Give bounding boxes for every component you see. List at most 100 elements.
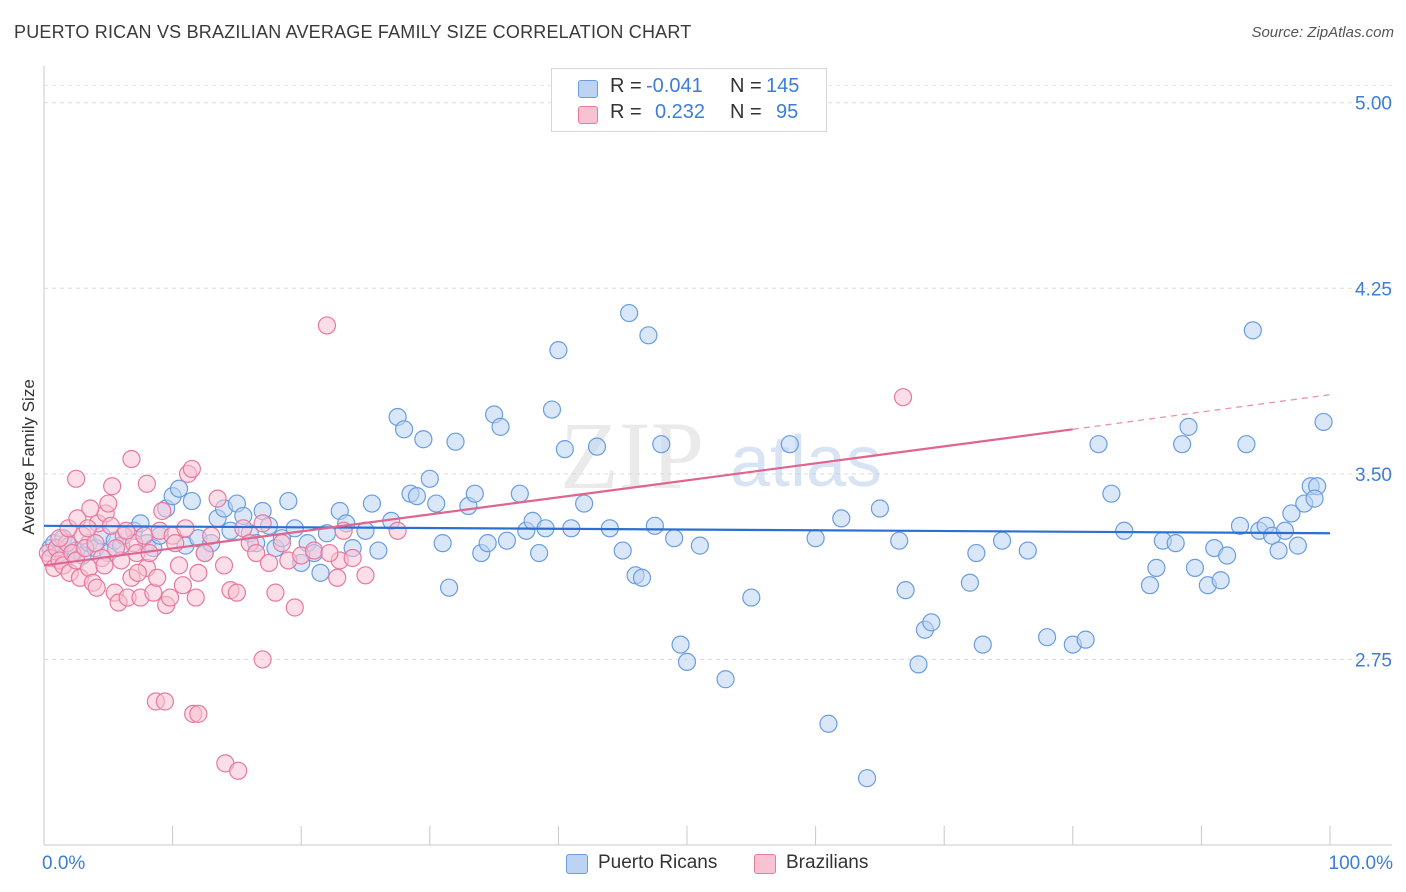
- brazilian-point: [117, 521, 136, 540]
- y-tick-label: 4.25: [1355, 279, 1392, 300]
- brazilian-point: [169, 556, 189, 575]
- puerto-rican-point: [369, 541, 388, 560]
- brazilian-point: [189, 563, 208, 582]
- puerto-rican-point: [394, 420, 414, 439]
- brazilian-point: [253, 514, 272, 533]
- brazilian-point: [214, 556, 234, 575]
- puerto-rican-point: [530, 543, 549, 563]
- puerto-rican-point: [427, 494, 446, 513]
- y-tick-label: 2.75: [1355, 650, 1392, 671]
- puerto-rican-point: [1218, 546, 1237, 565]
- brazilian-point: [173, 576, 192, 595]
- puerto-rican-point: [1269, 541, 1288, 560]
- puerto-rican-point: [575, 494, 594, 513]
- brazilian-point: [122, 449, 141, 469]
- puerto-rican-point: [1185, 558, 1205, 577]
- legend-r-label: R =: [610, 101, 642, 123]
- brazilian-point: [155, 692, 174, 711]
- puerto-rican-point: [1282, 504, 1301, 523]
- chart-title: PUERTO RICAN VS BRAZILIAN AVERAGE FAMILY…: [14, 22, 692, 42]
- puerto-rican-point: [433, 534, 452, 553]
- puerto-rican-point: [1288, 536, 1307, 555]
- puerto-rican-point: [542, 400, 562, 419]
- watermark-zip: ZIP: [560, 402, 704, 509]
- legend-swatch-blue: [566, 854, 588, 874]
- legend-swatch-blue: [578, 80, 598, 98]
- legend-r-label: R =: [610, 75, 642, 97]
- puerto-rican-point: [1076, 630, 1095, 649]
- puerto-rican-point: [465, 484, 484, 503]
- brazilian-point: [78, 519, 97, 538]
- legend-n-value: 145: [766, 75, 800, 97]
- puerto-rican-point: [973, 635, 992, 654]
- x-tick-label-max: 100.0%: [1329, 853, 1394, 874]
- puerto-rican-point: [967, 543, 986, 563]
- puerto-rican-point: [890, 531, 909, 550]
- puerto-rican-point: [311, 563, 330, 582]
- x-tick-label-min: 0.0%: [42, 853, 85, 874]
- puerto-rican-point: [439, 578, 459, 597]
- brazilian-point: [266, 583, 285, 602]
- chart-source: Source: ZipAtlas.com: [1251, 24, 1394, 41]
- puerto-rican-point: [1211, 571, 1230, 590]
- brazilian-point: [135, 526, 154, 545]
- puerto-rican-point: [780, 435, 799, 454]
- puerto-rican-point: [870, 499, 890, 518]
- puerto-rican-point: [677, 652, 697, 672]
- puerto-rican-point: [960, 573, 980, 592]
- brazilian-point: [253, 650, 272, 669]
- points-layer: [38, 303, 1333, 788]
- puerto-rican-point: [857, 769, 877, 788]
- puerto-rican-point: [169, 479, 189, 498]
- brazilian-point: [137, 474, 156, 493]
- brazilian-point: [272, 534, 292, 553]
- brazilian-point: [81, 499, 100, 518]
- puerto-rican-point: [1140, 576, 1160, 595]
- brazilian-point: [320, 543, 339, 563]
- puerto-rican-point: [555, 440, 574, 459]
- y-tick-label: 3.50: [1355, 465, 1392, 486]
- brazilian-point: [304, 541, 324, 560]
- puerto-rican-point: [665, 529, 684, 548]
- brazilian-point: [343, 548, 362, 568]
- brazilian-point: [99, 494, 118, 513]
- puerto-rican-point: [896, 581, 915, 600]
- brazilian-point: [144, 583, 163, 602]
- legend-n-value: 95: [776, 101, 799, 123]
- brazilian-point: [148, 568, 167, 587]
- puerto-rican-point: [1089, 435, 1108, 454]
- brazilian-point: [87, 578, 106, 597]
- brazilian-point: [195, 543, 214, 563]
- legend-n-label: N =: [730, 75, 762, 97]
- puerto-rican-point: [742, 588, 761, 607]
- puerto-rican-point: [1166, 534, 1185, 553]
- puerto-rican-point: [1305, 489, 1324, 508]
- puerto-rican-trendline: [43, 524, 1331, 535]
- stats-legend: R = -0.041 N = 145 R = 0.232 N = 95: [551, 68, 827, 132]
- puerto-rican-point: [652, 435, 671, 454]
- brazilian-point: [189, 704, 208, 723]
- puerto-rican-point: [1237, 435, 1256, 454]
- watermark-atlas: atlas: [730, 422, 882, 502]
- puerto-rican-point: [356, 521, 375, 540]
- brazilian-point: [176, 519, 195, 538]
- brazilian-point: [128, 563, 147, 582]
- brazilian-trendline: [43, 428, 1073, 567]
- trend-layer: [43, 394, 1331, 567]
- legend-row-brazilians: R = 0.232 N = 95: [552, 101, 826, 127]
- puerto-rican-point: [279, 491, 298, 511]
- puerto-rican-point: [992, 531, 1012, 550]
- brazilian-point: [388, 521, 407, 540]
- brazilian-point: [259, 553, 279, 573]
- puerto-rican-point: [832, 509, 851, 528]
- brazilian-point: [160, 588, 180, 607]
- puerto-rican-point: [909, 655, 928, 674]
- brazilian-point: [186, 588, 205, 607]
- puerto-rican-point: [491, 417, 510, 436]
- puerto-rican-point: [420, 469, 439, 488]
- puerto-rican-point: [549, 341, 568, 360]
- legend-label-puerto-ricans: Puerto Ricans: [598, 852, 718, 873]
- legend-label-brazilians: Brazilians: [786, 852, 869, 873]
- puerto-rican-point: [690, 536, 709, 555]
- legend-swatch-pink: [578, 106, 598, 124]
